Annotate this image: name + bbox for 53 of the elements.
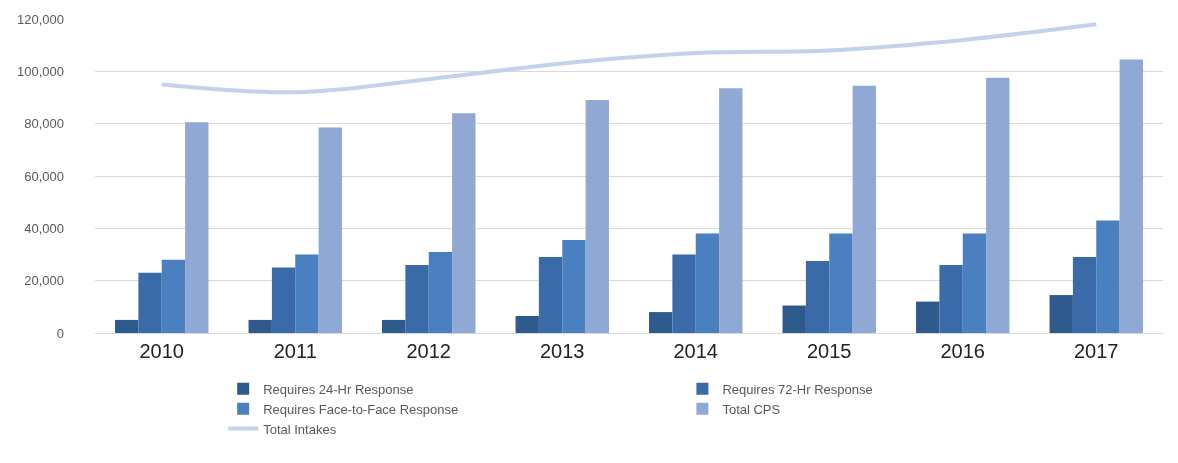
x-tick-label: 2012 [406, 340, 451, 362]
x-tick-label: 2015 [807, 340, 852, 362]
y-tick-label: 100,000 [17, 63, 64, 79]
x-tick-label: 2010 [139, 340, 184, 362]
bar [138, 272, 162, 333]
x-tick-label: 2013 [540, 340, 585, 362]
bar [916, 301, 940, 333]
legend-label: Total CPS [722, 401, 781, 417]
bar [649, 312, 673, 333]
bar [672, 254, 696, 333]
legend-label: Requires 72-Hr Response [722, 381, 873, 397]
legend-label: Total Intakes [263, 421, 337, 437]
y-tick-label: 20,000 [24, 273, 64, 289]
bar [829, 233, 853, 333]
bar [318, 127, 342, 333]
bar [248, 319, 272, 333]
bar [1119, 59, 1143, 333]
bar [562, 240, 586, 333]
bar [1049, 295, 1073, 333]
bar [805, 261, 830, 333]
x-tick-label: 2014 [673, 340, 718, 362]
x-tick-label: 2017 [1074, 340, 1119, 362]
y-tick-label: 60,000 [24, 168, 64, 184]
line-series [159, 22, 1099, 95]
bar [719, 88, 743, 333]
bar [405, 264, 429, 333]
bar [161, 259, 186, 333]
bar [382, 319, 406, 333]
x-tick-label: 2011 [273, 340, 317, 362]
bar [115, 319, 139, 333]
bar [185, 122, 209, 333]
bar [939, 264, 963, 333]
bar [1096, 220, 1120, 333]
bar [1072, 257, 1097, 333]
bar [782, 305, 806, 333]
y-tick-label: 80,000 [24, 116, 64, 132]
bar [585, 100, 609, 333]
bar [986, 77, 1010, 333]
y-tick-label: 120,000 [17, 11, 64, 27]
bar [428, 251, 453, 333]
bar [962, 233, 987, 333]
bar [515, 315, 539, 333]
bar [695, 233, 720, 333]
bar [271, 267, 296, 333]
bar [452, 113, 476, 333]
legend-label: Requires 24-Hr Response [263, 381, 414, 397]
x-tick-label: 2016 [940, 340, 985, 362]
y-tick-label: 0 [56, 325, 64, 341]
bar [852, 85, 876, 333]
y-tick-label: 40,000 [24, 220, 64, 236]
legend-label: Requires Face-to-Face Response [263, 401, 459, 417]
bar [538, 257, 563, 333]
bar [295, 254, 319, 333]
